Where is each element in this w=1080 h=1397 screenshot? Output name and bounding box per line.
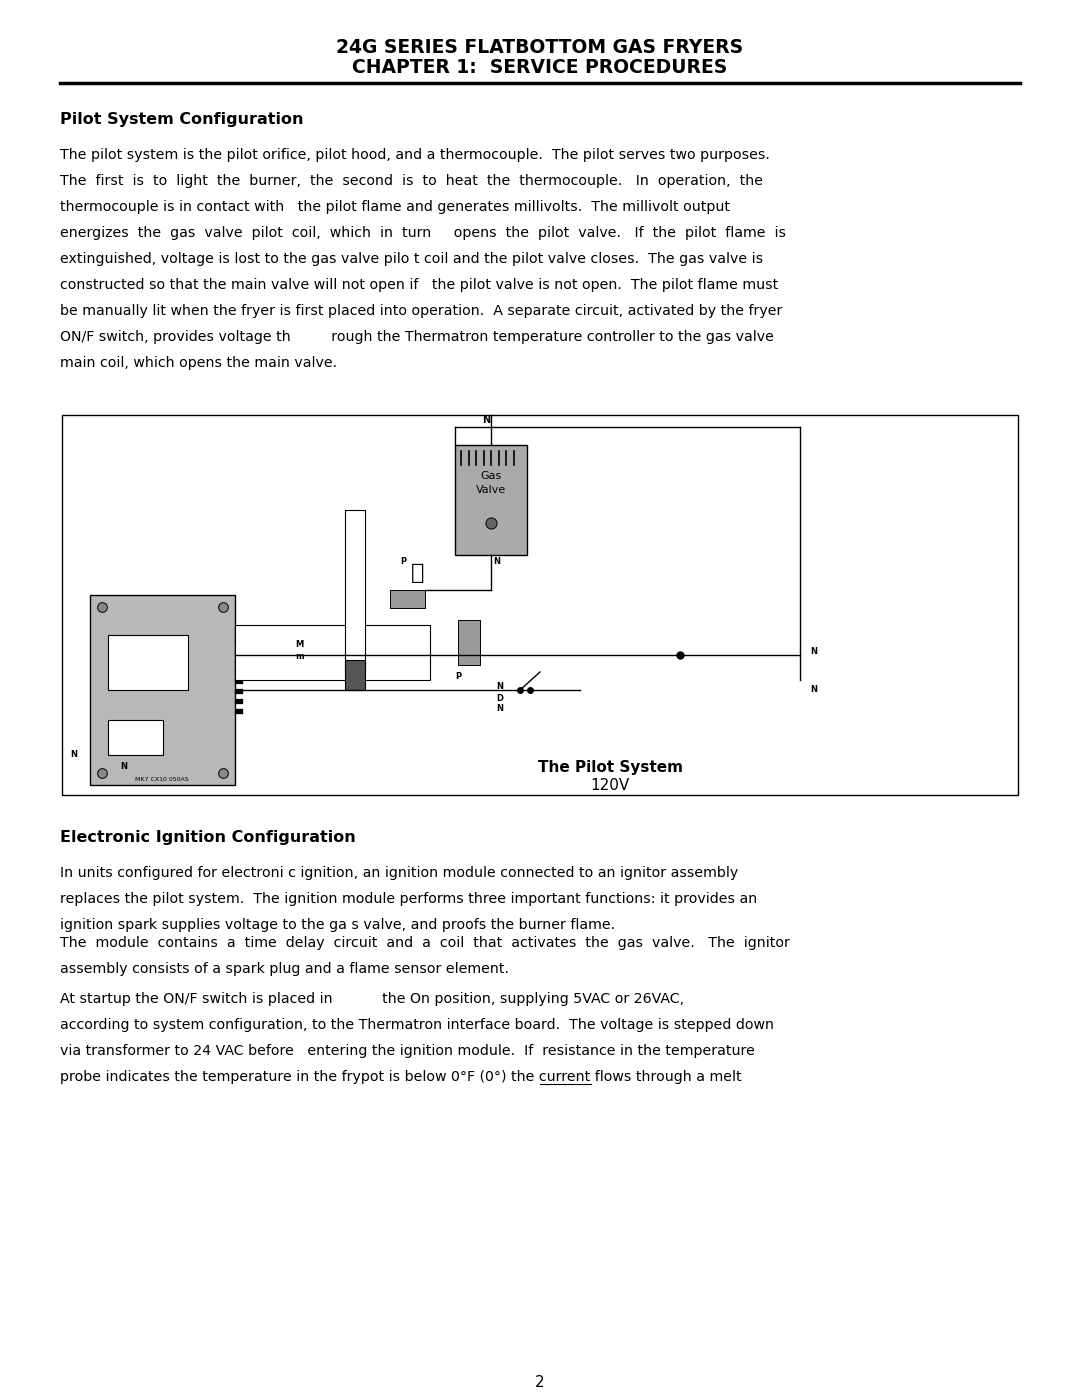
Text: constructed so that the main valve will not open if   the pilot valve is not ope: constructed so that the main valve will … <box>60 278 779 292</box>
Bar <box>90 595 235 785</box>
Text: Valve: Valve <box>476 485 507 495</box>
Text: Electronic Ignition Configuration: Electronic Ignition Configuration <box>60 830 355 845</box>
Text: energizes  the  gas  valve  pilot  coil,  which  in  turn     opens  the  pilot : energizes the gas valve pilot coil, whic… <box>60 226 786 240</box>
Bar <box>235 689 243 694</box>
Text: In units configured for electroni c ignition, an ignition module connected to an: In units configured for electroni c igni… <box>60 866 739 880</box>
Text: replaces the pilot system.  The ignition module performs three important functio: replaces the pilot system. The ignition … <box>60 893 757 907</box>
Text: 24G SERIES FLATBOTTOM GAS FRYERS: 24G SERIES FLATBOTTOM GAS FRYERS <box>337 38 743 57</box>
Text: The Pilot System: The Pilot System <box>538 760 683 775</box>
Bar <box>235 669 243 673</box>
Text: N: N <box>492 557 500 566</box>
Bar <box>235 624 430 680</box>
Text: The pilot system is the pilot orifice, pilot hood, and a thermocouple.  The pilo: The pilot system is the pilot orifice, p… <box>60 148 770 162</box>
Bar <box>235 659 243 664</box>
Text: At startup the ON/F switch is placed in           the On position, supplying 5VA: At startup the ON/F switch is placed in … <box>60 992 684 1006</box>
Text: The  module  contains  a  time  delay  circuit  and  a  coil  that  activates  t: The module contains a time delay circuit… <box>60 936 789 950</box>
Text: thermocouple is in contact with   the pilot flame and generates millivolts.  The: thermocouple is in contact with the pilo… <box>60 200 730 214</box>
Text: ignition spark supplies voltage to the ga s valve, and proofs the burner flame.: ignition spark supplies voltage to the g… <box>60 918 616 932</box>
Bar <box>62 415 1018 795</box>
Text: p: p <box>400 555 406 564</box>
Text: The  first  is  to  light  the  burner,  the  second  is  to  heat  the  thermoc: The first is to light the burner, the se… <box>60 175 762 189</box>
Text: according to system configuration, to the Thermatron interface board.  The volta: according to system configuration, to th… <box>60 1018 774 1032</box>
Bar <box>235 650 243 654</box>
Text: N: N <box>810 685 816 694</box>
Bar <box>458 620 480 665</box>
Text: CHAPTER 1:  SERVICE PROCEDURES: CHAPTER 1: SERVICE PROCEDURES <box>352 59 728 77</box>
Text: P: P <box>455 672 461 680</box>
Bar <box>345 659 365 690</box>
Text: N: N <box>497 682 503 692</box>
Text: N: N <box>482 415 490 425</box>
Bar <box>235 638 243 644</box>
Text: D: D <box>497 694 503 703</box>
Bar <box>390 590 426 608</box>
Text: main coil, which opens the main valve.: main coil, which opens the main valve. <box>60 356 337 370</box>
Text: 120V: 120V <box>591 778 630 793</box>
Text: N: N <box>70 750 77 759</box>
Bar <box>235 629 243 634</box>
Bar <box>235 679 243 685</box>
Bar <box>108 719 163 754</box>
Text: N: N <box>497 704 503 712</box>
Text: ON/F switch, provides voltage th         rough the Thermatron temperature contro: ON/F switch, provides voltage th rough t… <box>60 330 774 344</box>
Text: 🔥: 🔥 <box>411 563 424 583</box>
Text: M: M <box>295 640 303 650</box>
Text: probe indicates the temperature in the frypot is below 0°F (0°) the current flow: probe indicates the temperature in the f… <box>60 1070 742 1084</box>
Text: MK7 CX10 050AS: MK7 CX10 050AS <box>135 777 189 782</box>
Text: Gas: Gas <box>481 471 501 481</box>
Bar <box>235 698 243 704</box>
Text: Pilot System Configuration: Pilot System Configuration <box>60 112 303 127</box>
Text: N: N <box>120 761 127 771</box>
Bar <box>455 446 527 555</box>
Bar <box>345 510 365 671</box>
Bar <box>108 636 188 690</box>
Text: N: N <box>810 647 816 657</box>
Text: 2: 2 <box>536 1375 544 1390</box>
Text: be manually lit when the fryer is first placed into operation.  A separate circu: be manually lit when the fryer is first … <box>60 305 782 319</box>
Text: via transformer to 24 VAC before   entering the ignition module.  If  resistance: via transformer to 24 VAC before enterin… <box>60 1044 755 1058</box>
Bar <box>235 710 243 714</box>
Text: assembly consists of a spark plug and a flame sensor element.: assembly consists of a spark plug and a … <box>60 963 509 977</box>
Text: extinguished, voltage is lost to the gas valve pilo t coil and the pilot valve c: extinguished, voltage is lost to the gas… <box>60 251 764 265</box>
Text: m: m <box>295 652 303 661</box>
